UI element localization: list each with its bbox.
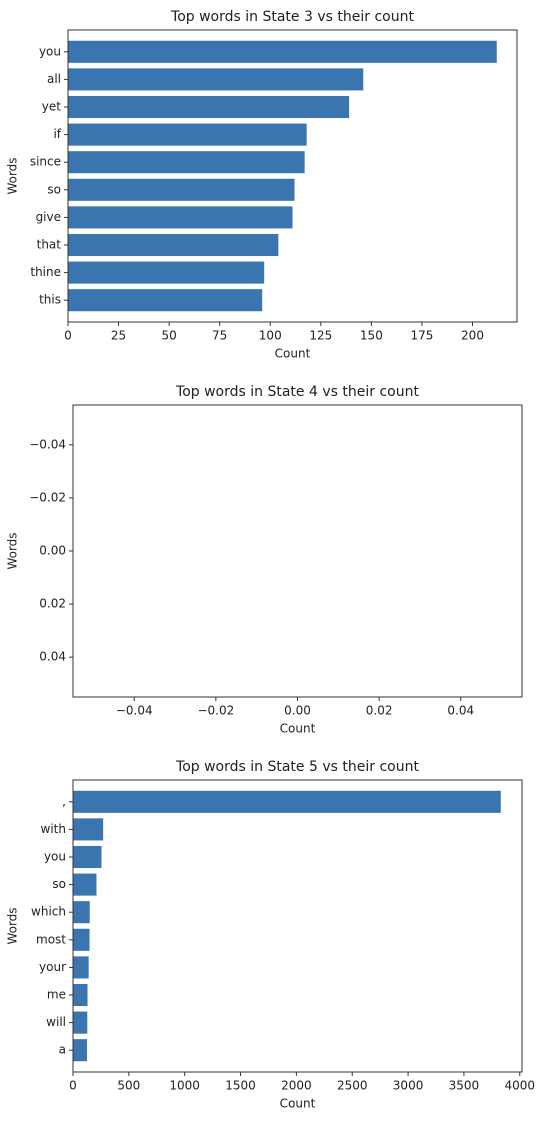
- bar-yet: [68, 95, 350, 119]
- bar-will: [73, 1011, 88, 1034]
- y-tick-label: so: [47, 182, 61, 196]
- bar-a: [73, 1039, 87, 1062]
- y-tick-label: which: [31, 905, 66, 919]
- x-tick-label: 2000: [281, 1079, 312, 1093]
- x-tick-label: 1500: [225, 1079, 256, 1093]
- y-tick-label: so: [52, 877, 66, 891]
- y-tick-label: you: [39, 44, 61, 58]
- x-tick-label: 2500: [337, 1079, 368, 1093]
- y-tick-label: thine: [30, 265, 61, 279]
- chart-title: Top words in State 4 vs their count: [175, 384, 419, 400]
- x-tick-label: 3000: [393, 1079, 424, 1093]
- y-tick-label: −0.04: [29, 437, 66, 451]
- bar-give: [68, 206, 293, 229]
- x-tick-label: 0: [64, 329, 72, 343]
- x-tick-label: 100: [259, 329, 282, 343]
- y-tick-label: this: [39, 293, 61, 307]
- x-axis-label: Count: [280, 1097, 316, 1111]
- x-tick-label: 175: [410, 329, 433, 343]
- bar-this: [68, 289, 263, 312]
- y-tick-label: since: [30, 155, 61, 169]
- y-axis-label: Words: [6, 532, 20, 569]
- bar-thine: [68, 261, 265, 284]
- x-tick-label: 4000: [504, 1079, 535, 1093]
- x-tick-label: −0.02: [197, 704, 234, 718]
- bar-your: [73, 956, 89, 979]
- x-tick-label: 0: [69, 1079, 77, 1093]
- x-tick-label: −0.04: [116, 704, 153, 718]
- x-axis-label: Count: [280, 722, 316, 736]
- y-tick-label: that: [37, 238, 62, 252]
- x-tick-label: 75: [212, 329, 227, 343]
- y-tick-label: your: [39, 960, 66, 974]
- x-tick-label: 25: [111, 329, 126, 343]
- plot-frame: [72, 404, 523, 698]
- x-tick-label: 1000: [169, 1079, 200, 1093]
- bar-you: [73, 845, 102, 869]
- bar-most: [73, 928, 90, 951]
- bar-that: [68, 233, 279, 257]
- y-tick-label: 0.02: [39, 597, 66, 611]
- x-tick-label: 125: [309, 329, 332, 343]
- y-axis-label: Words: [6, 907, 20, 944]
- y-tick-label: 0.00: [39, 544, 66, 558]
- y-tick-label: yet: [42, 100, 61, 114]
- bar-me: [73, 983, 88, 1007]
- chart-title: Top words in State 3 vs their count: [170, 9, 414, 25]
- bar-you: [68, 40, 497, 63]
- x-tick-label: 150: [360, 329, 383, 343]
- y-tick-label: ,: [62, 794, 66, 808]
- bar-all: [68, 68, 364, 91]
- bar-so: [73, 873, 97, 896]
- bar-since: [68, 151, 305, 174]
- x-tick-label: 200: [461, 329, 484, 343]
- y-tick-label: if: [53, 127, 61, 141]
- x-tick-label: 500: [117, 1079, 140, 1093]
- y-tick-label: give: [36, 210, 61, 224]
- x-tick-label: 0.02: [366, 704, 393, 718]
- y-tick-label: all: [47, 72, 61, 86]
- plot-frame: [72, 779, 523, 1073]
- bar-comma: [73, 790, 501, 813]
- y-tick-label: most: [36, 932, 66, 946]
- bar-if: [68, 123, 307, 146]
- x-axis-label: Count: [275, 347, 311, 361]
- chart-title: Top words in State 5 vs their count: [175, 759, 419, 775]
- x-tick-label: 0.00: [284, 704, 311, 718]
- y-tick-label: me: [47, 988, 66, 1002]
- y-tick-label: you: [44, 850, 66, 864]
- y-tick-label: will: [46, 1015, 66, 1029]
- y-tick-label: with: [41, 822, 66, 836]
- x-tick-label: 0.04: [447, 704, 474, 718]
- bar-with: [73, 818, 104, 841]
- y-axis-label: Words: [6, 157, 20, 194]
- x-tick-label: 50: [161, 329, 176, 343]
- y-tick-label: −0.02: [29, 490, 66, 504]
- plot-frame: [67, 29, 518, 323]
- bar-which: [73, 901, 90, 924]
- y-tick-label: 0.04: [39, 650, 66, 664]
- x-tick-label: 3500: [449, 1079, 480, 1093]
- bar-so: [68, 178, 295, 201]
- y-tick-label: a: [59, 1043, 66, 1057]
